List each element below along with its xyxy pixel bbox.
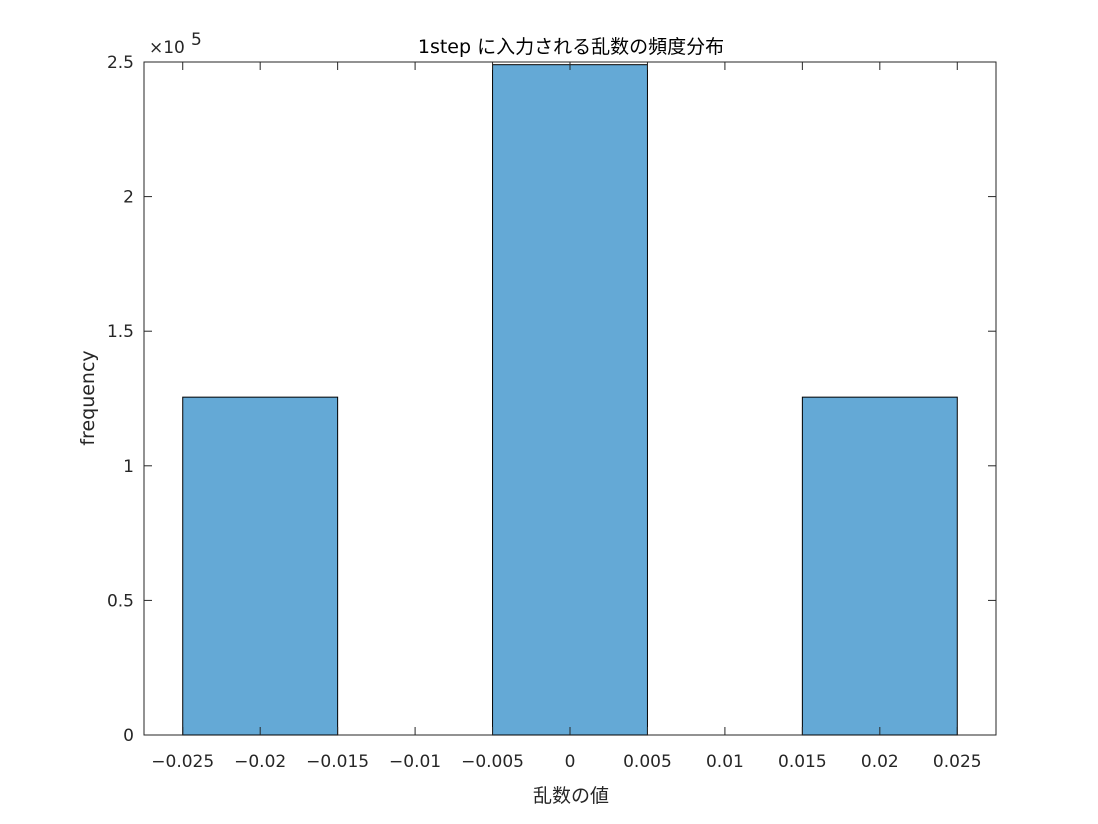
y-tick-label: 0.5 <box>107 591 134 611</box>
x-axis-label: 乱数の値 <box>533 785 609 807</box>
x-tick-label: 0 <box>565 752 576 772</box>
y-tick-label: 1 <box>123 457 134 477</box>
y-exponent-base: ×10 <box>149 38 185 58</box>
histogram-bar <box>801 396 958 736</box>
y-tick-label: 2 <box>123 188 134 208</box>
x-tick-label: 0.02 <box>861 752 899 772</box>
y-tick-label: 2.5 <box>107 53 134 73</box>
y-exponent-label: ×10 5 <box>149 30 202 58</box>
x-tick-label: 0.025 <box>933 752 982 772</box>
chart-title: 1step に入力される乱数の頻度分布 <box>418 36 724 58</box>
x-ticks-group: −0.025 −0.02 −0.015 −0.01 −0.005 0 0.005 0.01 0.… <box>151 62 982 772</box>
y-tick-label: 1.5 <box>107 322 134 342</box>
y-tick-label: 0 <box>123 726 134 746</box>
x-tick-label: 0.015 <box>778 752 827 772</box>
y-ticks-group: 0 0.5 1 1.5 2 2.5 <box>107 53 996 746</box>
x-tick-label: −0.025 <box>151 752 214 772</box>
x-tick-label: 0.005 <box>623 752 672 772</box>
histogram-bar <box>182 396 339 736</box>
x-tick-label: 0.01 <box>706 752 744 772</box>
histogram-bar <box>492 64 648 736</box>
y-exponent-power: 5 <box>191 30 202 50</box>
x-tick-label: −0.01 <box>389 752 441 772</box>
x-tick-label: −0.015 <box>306 752 369 772</box>
x-tick-label: −0.02 <box>234 752 286 772</box>
x-tick-label: −0.005 <box>461 752 524 772</box>
y-axis-label: frequency <box>77 350 99 445</box>
